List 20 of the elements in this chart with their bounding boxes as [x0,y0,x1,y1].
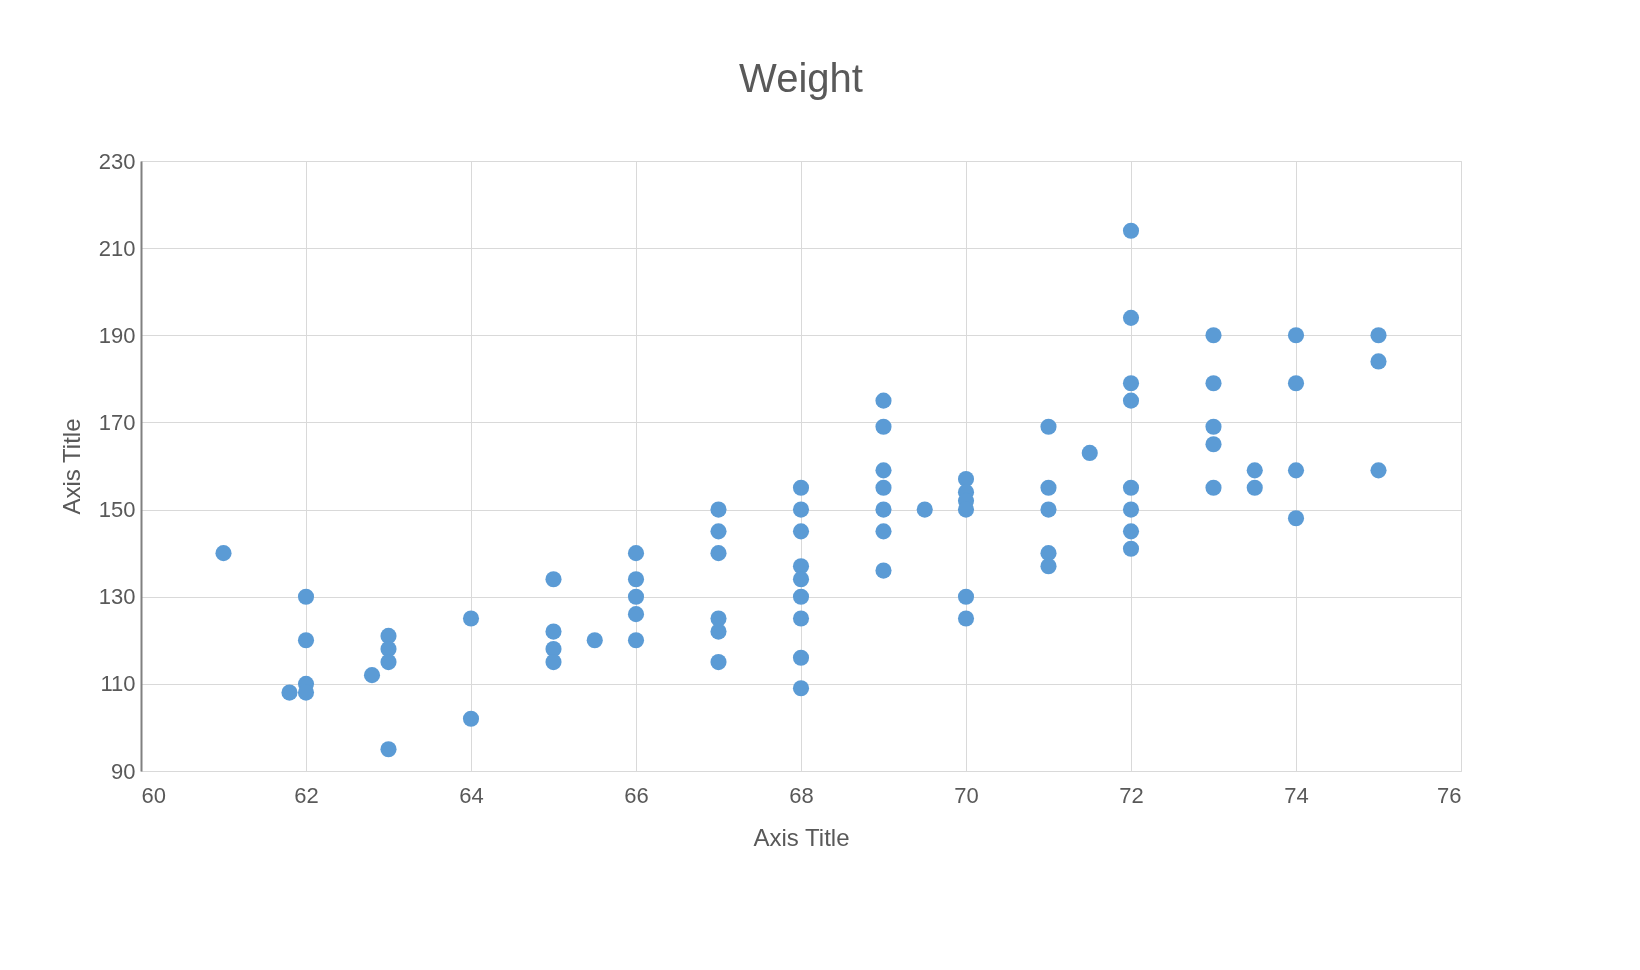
y-tick-label: 230 [98,148,136,174]
y-tick-label: 190 [98,322,136,348]
x-tick-label: 64 [459,782,484,808]
y-tick-label: 170 [98,409,136,435]
y-axis-title: Axis Title [57,418,85,515]
x-tick-label: 68 [789,782,814,808]
x-tick-label: 74 [1284,782,1309,808]
x-tick-label: 72 [1119,782,1144,808]
y-tick-label: 150 [98,497,136,523]
chart-title: Weight [739,56,863,100]
x-tick-label: 62 [294,782,319,808]
x-tick-label: 60 [141,782,166,808]
x-tick-label: 66 [624,782,649,808]
y-tick-label: 130 [98,584,136,610]
x-tick-label: 70 [954,782,979,808]
y-tick-label: 210 [98,235,136,261]
y-tick-label: 90 [111,758,136,784]
x-axis-title: Axis Title [753,823,850,851]
y-tick-label: 110 [100,671,136,697]
x-tick-label: 76 [1437,782,1462,808]
